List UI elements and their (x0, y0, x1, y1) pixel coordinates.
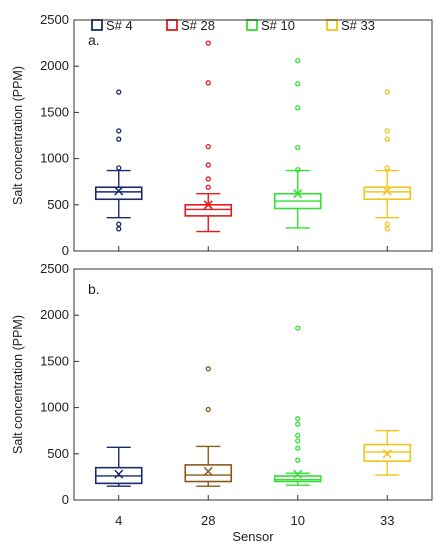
panel-label: b. (88, 281, 100, 297)
legend-swatch (326, 19, 338, 31)
outlier-point (384, 221, 390, 227)
legend-swatch (166, 19, 178, 31)
box-s-28 (184, 40, 233, 233)
x-tick-label: 4 (115, 513, 122, 528)
box-iqr (184, 464, 233, 483)
legend-label: S# 4 (106, 18, 133, 33)
plot-frame (73, 19, 433, 252)
x-tick-label: 28 (201, 513, 215, 528)
legend-label: S# 33 (341, 18, 375, 33)
outlier-point (295, 445, 301, 451)
outlier-point (295, 81, 301, 87)
legend: S# 4 S# 28 S# 10 S# 33 (91, 18, 375, 33)
outlier-point (205, 176, 211, 182)
outlier-point (205, 366, 211, 372)
box-iqr (273, 475, 322, 483)
outlier-point (116, 221, 122, 227)
legend-swatch (91, 19, 103, 31)
x-axis-title: Sensor (232, 529, 274, 544)
mean-marker (293, 189, 303, 199)
outlier-point (205, 162, 211, 168)
y-axis-title: Salt concentration (PPM) (11, 315, 25, 454)
legend-label: S# 10 (261, 18, 295, 33)
outlier-point (116, 89, 122, 95)
mean-marker (114, 186, 124, 196)
outlier-point (295, 457, 301, 463)
box-s-4 (94, 446, 143, 487)
outlier-point (384, 136, 390, 142)
box-s-4 (94, 89, 143, 232)
outlier-point (295, 421, 301, 427)
outlier-point (205, 406, 211, 413)
panel-a: 0 500 1000 1500 2000 2500 Salt concentration (… (11, 12, 433, 258)
box-s-33 (363, 89, 412, 232)
y-tick-label: 500 (47, 197, 69, 212)
panel-label: a. (88, 32, 100, 48)
legend-label: S# 28 (181, 18, 215, 33)
box-s-10 (273, 58, 322, 229)
y-tick-label: 0 (62, 492, 69, 507)
outlier-point (384, 89, 390, 95)
y-tick-label: 2500 (40, 12, 69, 27)
y-tick-label: 2000 (40, 58, 69, 73)
plot-frame (73, 268, 433, 501)
outlier-point (205, 80, 211, 86)
outlier-point (295, 144, 301, 151)
y-tick-label: 1000 (40, 400, 69, 415)
outlier-point (116, 165, 122, 171)
outlier-point (116, 136, 122, 142)
outlier-point (295, 432, 301, 438)
outlier-point (205, 184, 211, 190)
x-tick-label: 33 (380, 513, 394, 528)
outlier-point (384, 165, 390, 171)
outlier-point (295, 416, 301, 422)
box-s-33 (363, 430, 412, 476)
mean-marker (203, 200, 213, 210)
outlier-point (116, 128, 122, 134)
box-s-10 (273, 325, 322, 486)
mean-marker (203, 466, 213, 476)
x-tick-label: 10 (291, 513, 305, 528)
box-iqr (184, 204, 233, 217)
y-tick-label: 500 (47, 446, 69, 461)
mean-marker (382, 449, 392, 459)
outlier-point (295, 58, 301, 64)
box-iqr (363, 186, 412, 201)
y-tick-label: 1500 (40, 104, 69, 119)
y-axis-title: Salt concentration (PPM) (11, 66, 25, 205)
box-s-28 (184, 366, 233, 487)
outlier-point (205, 40, 211, 46)
panel-b: 0 500 1000 1500 2000 2500 Salt concentration (… (11, 261, 433, 528)
y-tick-label: 1500 (40, 353, 69, 368)
outlier-point (295, 438, 301, 444)
outlier-point (384, 226, 390, 232)
outlier-point (295, 167, 301, 173)
y-tick-label: 1000 (40, 151, 69, 166)
y-tick-label: 2500 (40, 261, 69, 276)
mean-marker (382, 186, 392, 196)
mean-marker (114, 469, 124, 479)
outlier-point (384, 128, 390, 134)
legend-swatch (246, 19, 258, 31)
outlier-point (295, 105, 301, 111)
y-tick-label: 0 (62, 243, 69, 258)
box-iqr (94, 186, 143, 201)
box-iqr (363, 443, 412, 462)
mean-marker (293, 469, 303, 479)
y-tick-label: 2000 (40, 307, 69, 322)
outlier-point (116, 226, 122, 232)
outlier-point (205, 143, 211, 150)
outlier-point (295, 325, 301, 331)
